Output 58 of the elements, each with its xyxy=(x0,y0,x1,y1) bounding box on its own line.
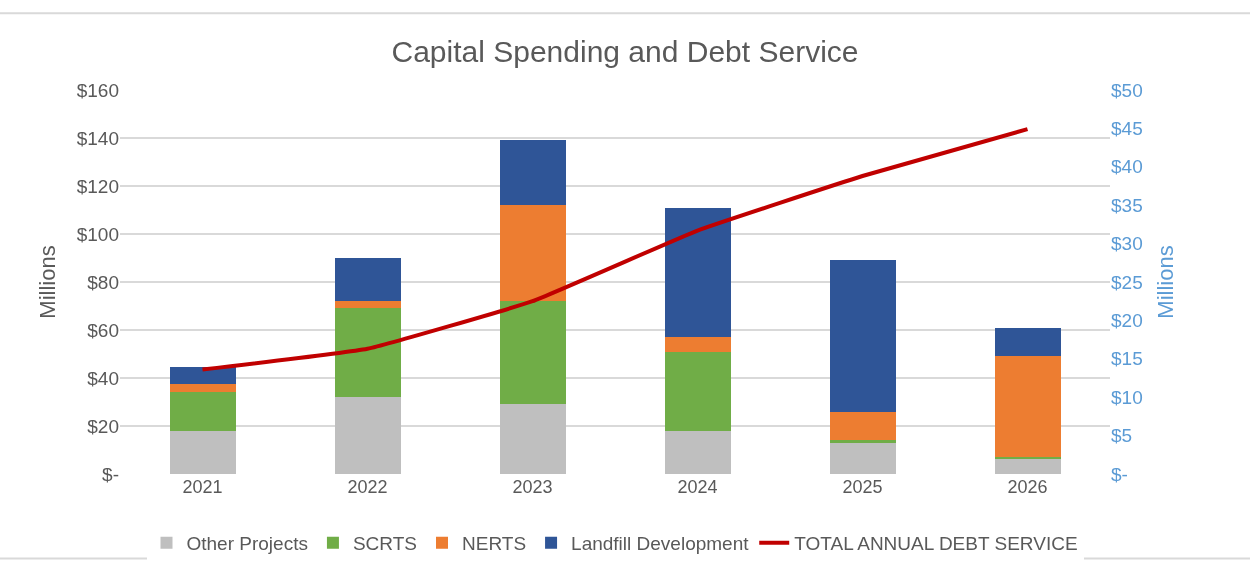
y-tick-label: $120 xyxy=(76,175,119,197)
y2-tick-label: $35 xyxy=(1111,194,1143,216)
y2-tick-label: $45 xyxy=(1111,118,1143,140)
x-tick-label: 2022 xyxy=(347,477,388,497)
y2-tick-label: $5 xyxy=(1111,425,1133,447)
bar xyxy=(499,140,566,206)
bar xyxy=(499,205,566,302)
y2-tick-label: $25 xyxy=(1111,271,1143,293)
bar xyxy=(169,384,236,393)
x-tick-label: 2024 xyxy=(677,477,718,497)
bar xyxy=(334,397,401,474)
x-tick-label: 2021 xyxy=(182,477,223,497)
y2-axis-title: Millions xyxy=(1152,245,1178,319)
x-tick-label: 2025 xyxy=(842,477,883,497)
y-tick-label: $40 xyxy=(87,367,119,389)
bar xyxy=(994,356,1061,458)
bar xyxy=(994,327,1061,357)
bar xyxy=(829,260,896,412)
y-tick-label: $100 xyxy=(76,223,119,245)
y2-tick-label: $50 xyxy=(1111,79,1143,101)
legend-label: SCRTS xyxy=(352,533,417,555)
y2-tick-label: $- xyxy=(1111,463,1128,485)
chart-title: Capital Spending and Debt Service xyxy=(391,34,859,68)
bar xyxy=(994,458,1061,474)
bar xyxy=(169,392,236,431)
y-axis-title: Millions xyxy=(34,245,60,319)
legend-label: NERTS xyxy=(462,533,527,555)
bar xyxy=(664,337,731,352)
bar xyxy=(829,411,896,441)
bar xyxy=(664,351,731,431)
y2-tick-label: $30 xyxy=(1111,233,1143,255)
x-tick-label: 2023 xyxy=(512,477,553,497)
y-tick-label: $20 xyxy=(87,415,119,437)
line-series xyxy=(200,127,1030,372)
y2-tick-label: $40 xyxy=(1111,156,1143,178)
legend-label: TOTAL ANNUAL DEBT SERVICE xyxy=(794,533,1078,555)
bar xyxy=(334,308,401,398)
legend-label: Other Projects xyxy=(186,533,308,555)
bar xyxy=(334,301,401,309)
bar xyxy=(664,207,731,338)
y-tick-label: $60 xyxy=(87,319,119,341)
y-tick-label: $- xyxy=(102,463,119,485)
y2-tick-label: $10 xyxy=(1111,386,1143,408)
y-tick-label: $140 xyxy=(76,127,119,149)
bar xyxy=(829,440,896,443)
bar xyxy=(499,404,566,474)
y-tick-label: $80 xyxy=(87,271,119,293)
bar xyxy=(829,442,896,474)
bar xyxy=(334,258,401,302)
bar xyxy=(664,430,731,474)
x-tick-label: 2026 xyxy=(1007,477,1048,497)
legend-label: Landfill Development xyxy=(571,533,750,555)
bar xyxy=(169,430,236,474)
bar xyxy=(169,367,236,384)
bar xyxy=(499,301,566,405)
y2-tick-label: $15 xyxy=(1111,348,1143,370)
y-tick-label: $160 xyxy=(76,79,119,101)
y2-tick-label: $20 xyxy=(1111,310,1143,332)
